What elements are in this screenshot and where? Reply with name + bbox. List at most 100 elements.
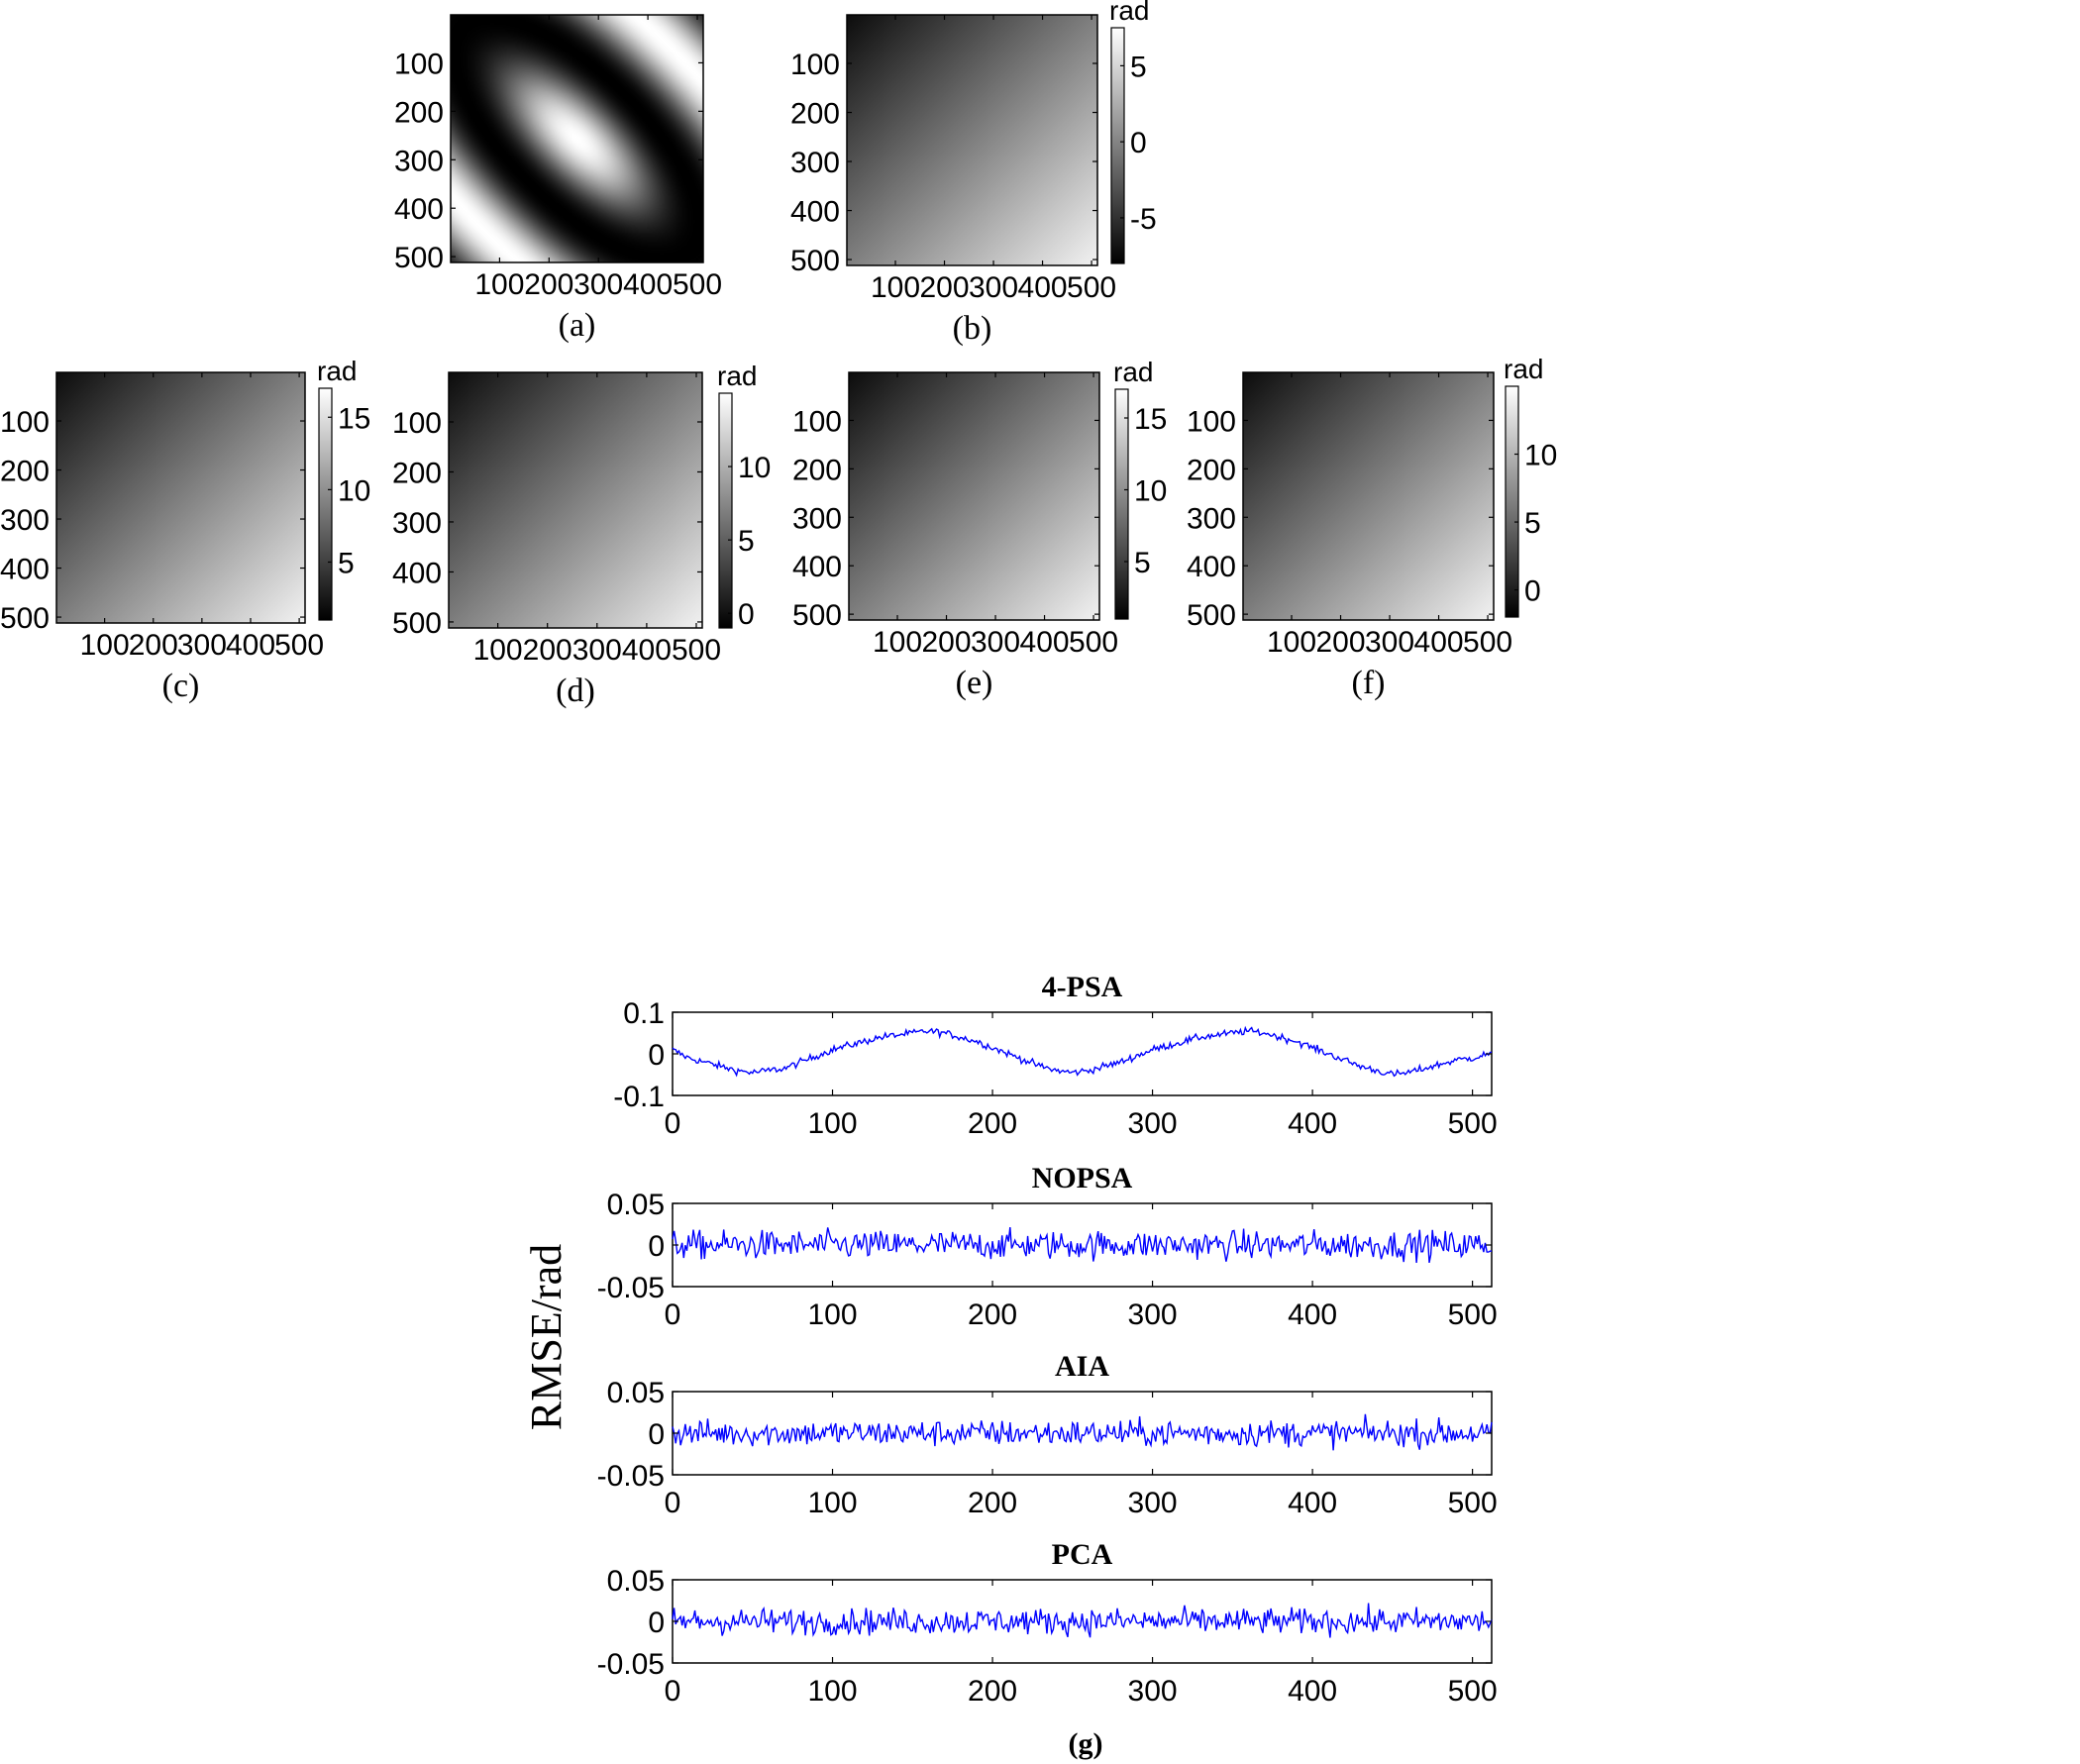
x-tick-label: 200 — [968, 1675, 1017, 1708]
x-tick-label: 500 — [1448, 1107, 1498, 1140]
y-tick-label: 200 — [790, 98, 840, 131]
x-tick-label: 200 — [921, 626, 971, 659]
y-tick-label: 400 — [1187, 551, 1236, 583]
colorbar-tick-label: 15 — [338, 402, 370, 435]
axes-frame-a — [450, 14, 704, 263]
x-tick-label: 500 — [1069, 626, 1118, 659]
panel-c: 100 200 300 400 500100200300400500(c)15105ra… — [0, 356, 370, 704]
x-tick-label: 100 — [807, 1675, 857, 1708]
y-tick-label: 100 — [394, 48, 444, 80]
colorbar-tick-label: 0 — [1130, 127, 1147, 159]
colorbar-tick-label: -5 — [1130, 203, 1157, 236]
x-tick-label: 100 — [807, 1107, 857, 1140]
colorbar-f: 10 5 0 rad — [1504, 354, 1557, 618]
y-tick-label: 200 — [394, 96, 444, 129]
panel-e: 100 200 300 400 500100200300400500(e)15105ra… — [792, 357, 1167, 701]
phase-image-e — [849, 372, 1099, 620]
x-tick-label: 400 — [1414, 626, 1464, 659]
panel-title: NOPSA — [1032, 1162, 1133, 1194]
y-tick-label: 0.1 — [623, 997, 665, 1030]
y-tick-label: 500 — [792, 599, 842, 632]
axes-frame-b — [846, 14, 1098, 266]
x-tick-label: 200 — [968, 1107, 1017, 1140]
y-tick-label: 200 — [392, 457, 442, 489]
axes-frame-c — [55, 371, 306, 624]
y-tick-label: 0.05 — [607, 1565, 665, 1598]
rmse-series-4-psa — [672, 1025, 1493, 1078]
y-tick-label: 100 — [0, 406, 50, 439]
caption-f: (f) — [1352, 665, 1386, 701]
colorbar-b: 5 0 -5 rad — [1109, 0, 1157, 264]
x-tick-label: 100 — [473, 634, 523, 667]
panel-title: PCA — [1052, 1538, 1113, 1571]
x-tick-label: 400 — [1288, 1487, 1337, 1519]
x-tick-label: 100 — [474, 268, 524, 301]
y-tick-label: 100 — [392, 407, 442, 440]
y-tick-label: 300 — [392, 507, 442, 540]
colorbar-tick-label: 10 — [1134, 475, 1167, 508]
colorbar-gradient — [1114, 388, 1129, 620]
x-tick-label: 500 — [1448, 1675, 1498, 1708]
y-tick-label: 500 — [1187, 599, 1236, 632]
x-tick-label: 400 — [1018, 271, 1068, 304]
x-tick-label: 500 — [274, 629, 324, 662]
phase-image-c — [56, 372, 305, 623]
x-tick-label: 200 — [523, 634, 572, 667]
x-tick-label: 100 — [80, 629, 130, 662]
rmse-series-nopsa — [672, 1227, 1493, 1264]
x-tick-label: 400 — [623, 268, 673, 301]
colorbar-unit: rad — [1504, 354, 1543, 384]
colorbar-tick-label: 5 — [338, 548, 355, 580]
colorbar-gradient — [1505, 385, 1519, 618]
y-tick-label: 0.05 — [607, 1377, 665, 1409]
colorbar-tick-label: 10 — [338, 474, 370, 507]
colorbar-tick-label: 15 — [1134, 403, 1167, 436]
x-tick-label: 200 — [968, 1298, 1017, 1331]
x-tick-label: 300 — [572, 634, 622, 667]
x-tick-label: 400 — [1288, 1107, 1337, 1140]
y-tick-label: 400 — [392, 557, 442, 589]
x-tick-label: 100 — [1267, 626, 1316, 659]
y-tick-label: 100 — [1187, 405, 1236, 438]
y-tick-label: 0.05 — [607, 1189, 665, 1221]
rmse-series-aia — [672, 1413, 1493, 1451]
panel-title: 4-PSA — [1042, 971, 1123, 1003]
x-tick-label: 400 — [1288, 1298, 1337, 1331]
y-tick-label: 200 — [1187, 454, 1236, 486]
x-tick-label: 300 — [969, 271, 1018, 304]
y-tick-label: 0 — [648, 1230, 665, 1263]
caption-e: (e) — [956, 665, 993, 701]
y-tick-label: 400 — [792, 551, 842, 583]
colorbar-tick-label: 0 — [738, 598, 755, 631]
y-tick-label: 100 — [790, 49, 840, 81]
colorbar-e: 15 10 5 rad — [1113, 357, 1167, 620]
y-tick-label: 100 — [792, 405, 842, 438]
x-tick-label: 500 — [1448, 1487, 1498, 1519]
x-tick-label: 200 — [968, 1487, 1017, 1519]
caption-a: (a) — [559, 307, 596, 344]
y-tick-label: 300 — [792, 502, 842, 535]
x-tick-label: 500 — [1448, 1298, 1498, 1331]
rmse-series-pca — [672, 1603, 1493, 1638]
x-tick-label: 300 — [1365, 626, 1414, 659]
axes-frame — [672, 1011, 1493, 1096]
x-tick-label: 0 — [665, 1487, 681, 1519]
colorbar-tick-label: 5 — [738, 525, 755, 558]
x-tick-label: 500 — [1067, 271, 1116, 304]
axes-frame-e — [848, 371, 1100, 621]
x-tick-label: 400 — [1020, 626, 1070, 659]
colorbar-tick-label: 5 — [1130, 51, 1147, 83]
x-tick-label: 400 — [1288, 1675, 1337, 1708]
y-axis-label: RMSE/rad — [522, 1244, 571, 1430]
y-tick-label: 500 — [394, 242, 444, 274]
y-tick-label: 300 — [394, 145, 444, 177]
panel-title: AIA — [1055, 1350, 1109, 1383]
y-tick-label: 400 — [0, 554, 50, 586]
phase-image-b — [847, 15, 1097, 265]
